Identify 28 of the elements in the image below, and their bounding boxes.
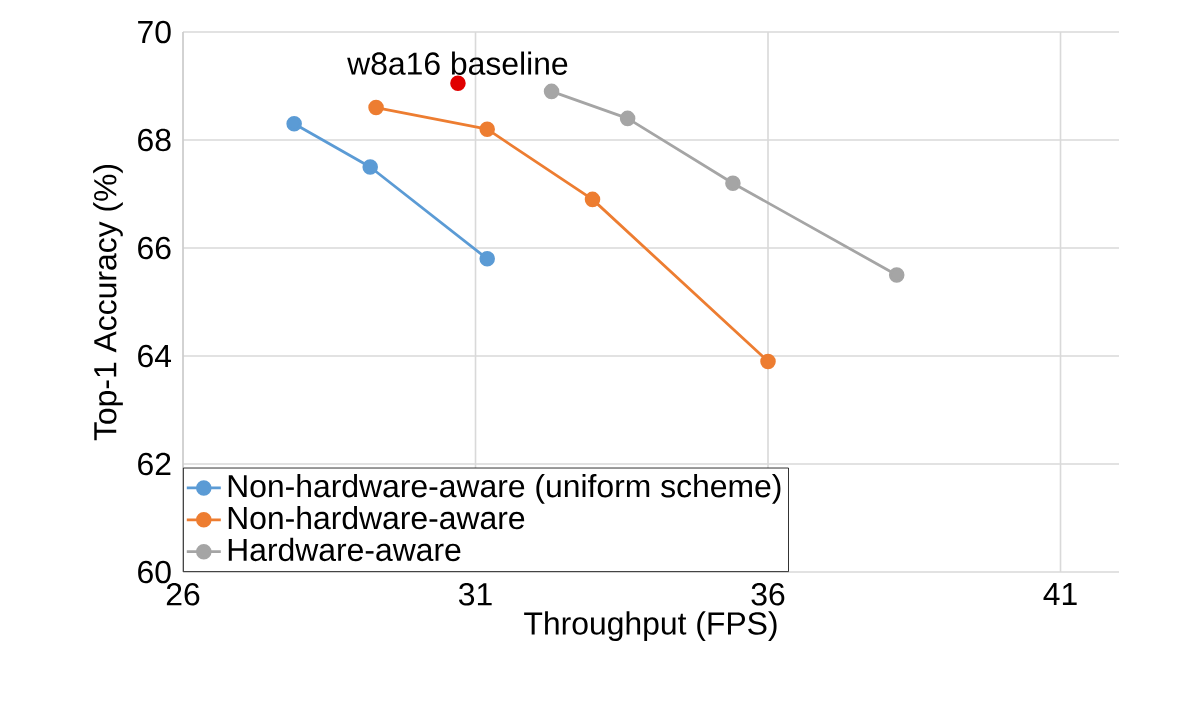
x-axis-title: Throughput (FPS) xyxy=(524,611,777,642)
point xyxy=(368,99,384,116)
point xyxy=(450,75,466,92)
x-tick-label: 26 xyxy=(166,583,200,606)
point xyxy=(286,116,302,132)
point xyxy=(725,175,741,191)
y-tick-label: 66 xyxy=(138,236,171,260)
point xyxy=(888,267,905,283)
x-tick-label: 36 xyxy=(751,583,785,606)
legend-label: Hardware-aware xyxy=(228,537,461,562)
y-axis-title: Top-1 Accuracy (%) xyxy=(93,164,123,441)
legend-label: Non-hardware-aware xyxy=(228,505,525,530)
y-tick-label: 60 xyxy=(138,560,171,584)
x-tick-label: 41 xyxy=(1043,583,1077,605)
point xyxy=(479,121,495,137)
point xyxy=(760,353,776,370)
y-tick-label: 70 xyxy=(138,20,171,44)
point xyxy=(479,251,495,267)
point xyxy=(543,83,560,100)
annotation: w8a16 baseline xyxy=(347,51,568,75)
x-tick-label: 31 xyxy=(458,583,492,606)
y-tick-label: 62 xyxy=(138,452,171,476)
y-tick-label: 68 xyxy=(138,128,171,152)
point xyxy=(362,159,378,175)
point xyxy=(619,110,636,127)
legend-label: Non-hardware-aware (uniform scheme) xyxy=(228,474,781,504)
point xyxy=(584,191,601,208)
y-tick-label: 64 xyxy=(138,344,172,368)
